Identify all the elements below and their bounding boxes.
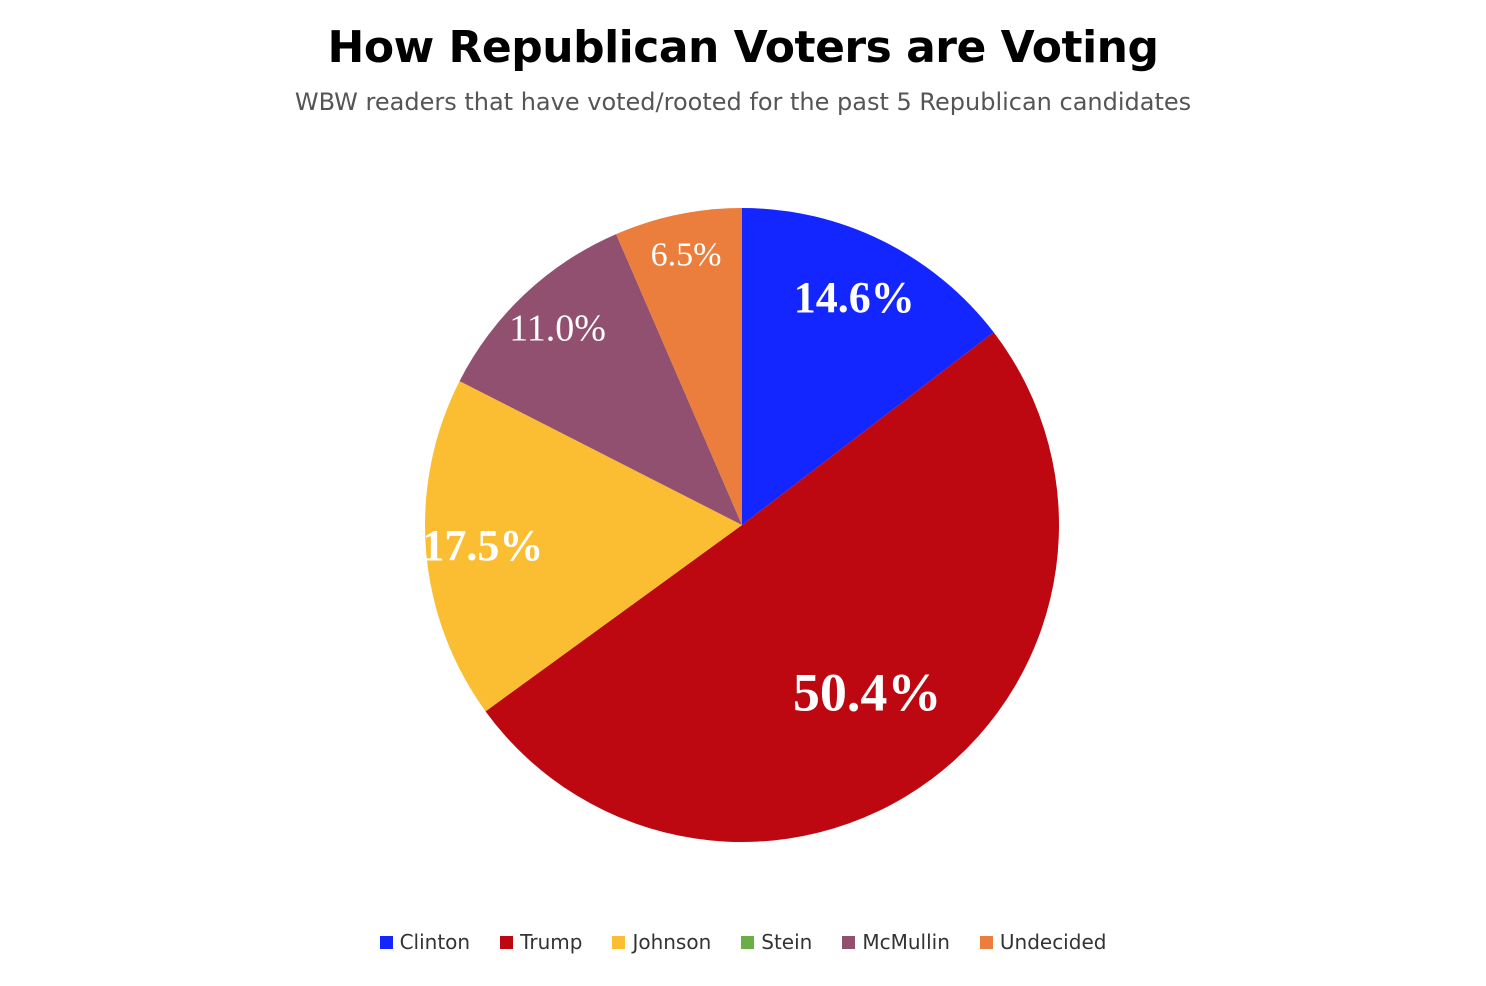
- legend-item-johnson: Johnson: [612, 930, 711, 954]
- pie-slice-undecided: [616, 208, 742, 525]
- chart-subtitle: WBW readers that have voted/rooted for t…: [294, 88, 1192, 116]
- legend-label: Clinton: [399, 930, 471, 954]
- chart-title: How Republican Voters are Voting: [327, 22, 1159, 73]
- pie-chart: 14.6% 50.4% 17.5% 11.0% 6.5%: [422, 208, 1060, 843]
- legend-swatch-stein: [741, 935, 755, 949]
- slice-label-johnson: 17.5%: [422, 521, 543, 570]
- legend-item-mcmullin: McMullin: [842, 930, 950, 954]
- slice-label-mcmullin: 11.0%: [509, 308, 606, 350]
- legend-item-clinton: Clinton: [379, 930, 471, 954]
- legend-swatch-mcmullin: [842, 935, 856, 949]
- legend-label: McMullin: [862, 930, 950, 954]
- legend-label: Johnson: [632, 930, 712, 954]
- legend-swatch-johnson: [612, 935, 626, 949]
- legend-item-trump: Trump: [500, 930, 582, 954]
- pie-slice-clinton: [742, 208, 994, 525]
- pie-slice-mcmullin: [459, 234, 742, 525]
- legend-label: Stein: [761, 930, 813, 954]
- legend-label: Undecided: [999, 930, 1107, 954]
- legend-item-stein: Stein: [741, 930, 812, 954]
- legend-item-undecided: Undecided: [979, 930, 1107, 954]
- slice-label-undecided: 6.5%: [651, 236, 722, 273]
- slice-label-clinton: 14.6%: [794, 273, 915, 322]
- slice-label-trump: 50.4%: [793, 663, 942, 723]
- legend-swatch-trump: [500, 935, 514, 949]
- pie-slice-trump: [485, 332, 1060, 843]
- legend-label: Trump: [520, 930, 583, 954]
- legend-swatch-undecided: [979, 935, 993, 949]
- pie-slice-johnson: [425, 381, 742, 712]
- legend: Clinton Trump Johnson Stein McMullin Undecide…: [0, 930, 1486, 954]
- legend-swatch-clinton: [379, 935, 393, 949]
